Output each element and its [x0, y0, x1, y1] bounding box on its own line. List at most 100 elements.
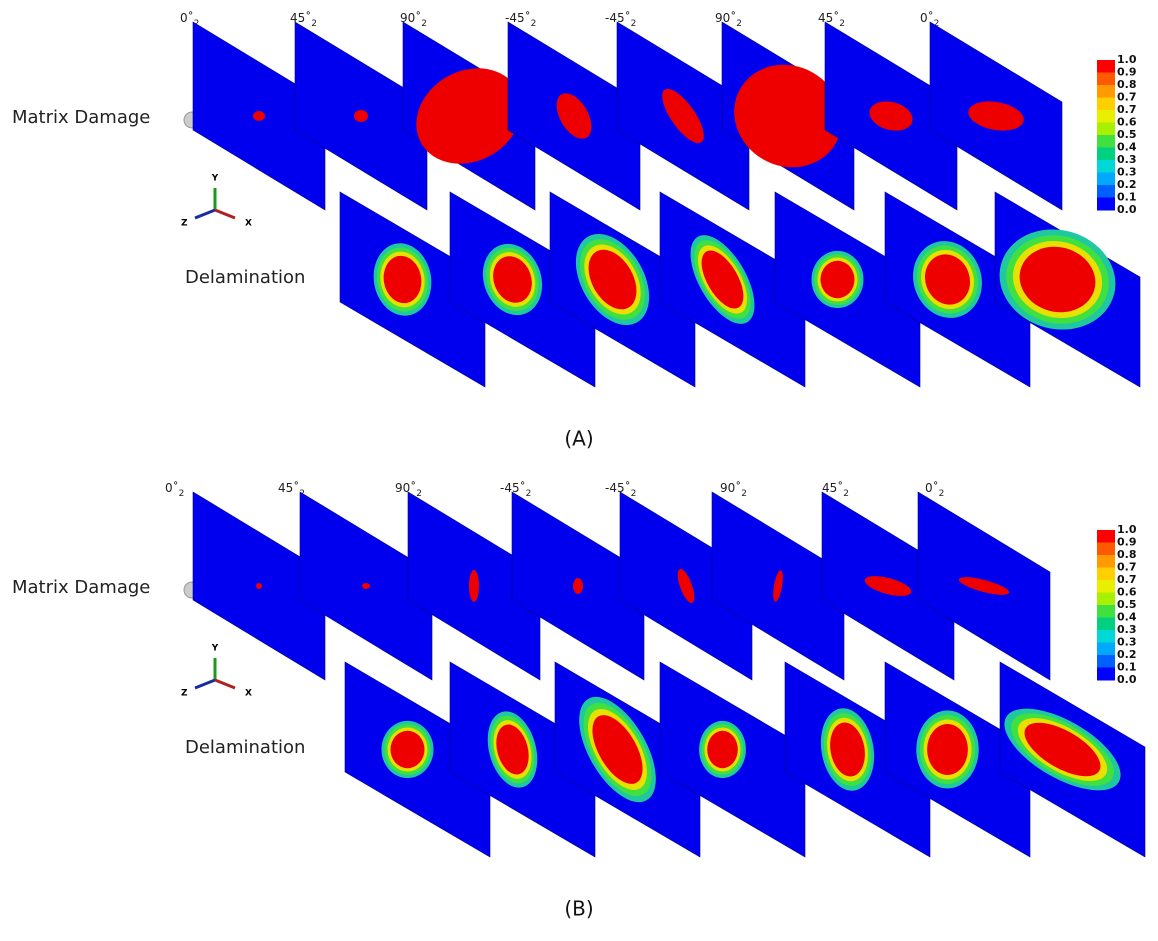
- legend-band: [1097, 555, 1115, 568]
- ply-label: 45˚2: [822, 480, 849, 499]
- axis-arrow: [194, 208, 216, 220]
- damage-region: [416, 68, 522, 164]
- ply-subscript: 2: [631, 489, 637, 499]
- ply-label: 0˚2: [925, 480, 944, 499]
- damage-region: [958, 577, 1010, 595]
- legend-band: [1097, 530, 1115, 543]
- ply-label: 0˚2: [165, 480, 184, 499]
- legend-label: 0.3: [1117, 623, 1137, 636]
- legend-band: [1097, 172, 1115, 186]
- legend-label: 0.1: [1117, 661, 1137, 674]
- legend-band: [1097, 667, 1115, 681]
- ply-subscript: 2: [839, 19, 845, 29]
- legend-band: [1097, 110, 1115, 123]
- legend-band: [1097, 592, 1115, 606]
- damage-region: [496, 724, 529, 775]
- ply-label: 0˚2: [920, 10, 939, 29]
- damage-region: [588, 249, 637, 310]
- row-label: Matrix Damage: [12, 577, 150, 598]
- axis-label: Z: [181, 219, 188, 229]
- legend-label: 0.3: [1117, 153, 1137, 166]
- ply-subscript: 2: [416, 489, 422, 499]
- legend-label: 0.1: [1117, 191, 1137, 204]
- legend-label: 0.9: [1117, 536, 1137, 549]
- damage-region: [707, 730, 738, 769]
- ply-subscript: 2: [843, 489, 849, 499]
- damage-region: [864, 576, 912, 596]
- ply-angle: 90˚: [400, 10, 421, 25]
- legend-band: [1097, 147, 1115, 161]
- axis-label: Y: [211, 644, 219, 654]
- ply-subscript: 2: [179, 489, 185, 499]
- damage-region: [927, 724, 968, 775]
- damage-region: [820, 260, 855, 299]
- legend-band: [1097, 630, 1115, 643]
- ply-angle: 90˚: [395, 480, 416, 495]
- ply-label: -45˚2: [505, 10, 536, 29]
- ply-subscript: 2: [531, 19, 537, 29]
- legend-label: 0.8: [1117, 548, 1137, 561]
- legend-label: 0.7: [1117, 561, 1137, 574]
- ply-subscript: 2: [741, 489, 747, 499]
- damage-region: [701, 250, 744, 309]
- damage-region: [869, 101, 913, 131]
- legend-band: [1097, 160, 1115, 173]
- damage-region: [253, 111, 265, 121]
- legend-label: 0.7: [1117, 91, 1137, 104]
- legend-label: 0.2: [1117, 178, 1137, 191]
- legend-label: 0.6: [1117, 116, 1137, 129]
- legend-band: [1097, 72, 1115, 86]
- ply-subscript: 2: [934, 19, 940, 29]
- ply-label: 45˚2: [290, 10, 317, 29]
- legend-label: 0.6: [1117, 586, 1137, 599]
- ply-label: -45˚2: [605, 10, 636, 29]
- legend-label: 0.3: [1117, 636, 1137, 649]
- ply-label: 90˚2: [400, 10, 427, 29]
- axis-label: Z: [181, 689, 188, 699]
- damage-region: [1019, 246, 1096, 313]
- ply-subscript: 2: [736, 19, 742, 29]
- ply-label: 0˚2: [180, 10, 199, 29]
- ply-label: 90˚2: [395, 480, 422, 499]
- row-label: Delamination: [185, 267, 305, 288]
- axis-label: X: [245, 219, 252, 229]
- ply-angle: 0˚: [165, 480, 179, 495]
- ply-angle: 90˚: [720, 480, 741, 495]
- legend-label: 0.0: [1117, 203, 1137, 216]
- damage-region: [968, 101, 1024, 131]
- row-label: Delamination: [185, 737, 305, 758]
- legend-band: [1097, 197, 1115, 211]
- legend-label: 0.7: [1117, 103, 1137, 116]
- legend-band: [1097, 605, 1115, 618]
- ply-angle: -45˚: [505, 10, 531, 25]
- legend-label: 0.0: [1117, 673, 1137, 686]
- axis-arrow: [194, 678, 216, 690]
- legend-label: 0.5: [1117, 598, 1137, 611]
- damage-region: [677, 568, 695, 604]
- ply-angle: 45˚: [278, 480, 299, 495]
- damage-region: [734, 64, 842, 168]
- axis-label: Y: [211, 174, 219, 184]
- damage-region: [493, 256, 532, 303]
- ply-label: -45˚2: [500, 480, 531, 499]
- legend-label: 0.9: [1117, 66, 1137, 79]
- damage-region: [592, 715, 643, 784]
- ply-subscript: 2: [311, 19, 317, 29]
- legend-label: 0.7: [1117, 573, 1137, 586]
- damage-region: [390, 730, 425, 769]
- legend-label: 0.8: [1117, 78, 1137, 91]
- ply-angle: -45˚: [500, 480, 526, 495]
- legend-label: 0.3: [1117, 166, 1137, 179]
- ply-angle: 45˚: [818, 10, 839, 25]
- legend-band: [1097, 97, 1115, 111]
- damage-region: [830, 722, 865, 777]
- ply-angle: 0˚: [925, 480, 939, 495]
- ply-label: -45˚2: [605, 480, 636, 499]
- damage-region: [773, 570, 783, 602]
- panel-label: (B): [564, 897, 593, 921]
- ply-angle: -45˚: [605, 480, 631, 495]
- ply-angle: -45˚: [605, 10, 631, 25]
- ply-angle: 0˚: [920, 10, 934, 25]
- damage-region: [1024, 722, 1101, 777]
